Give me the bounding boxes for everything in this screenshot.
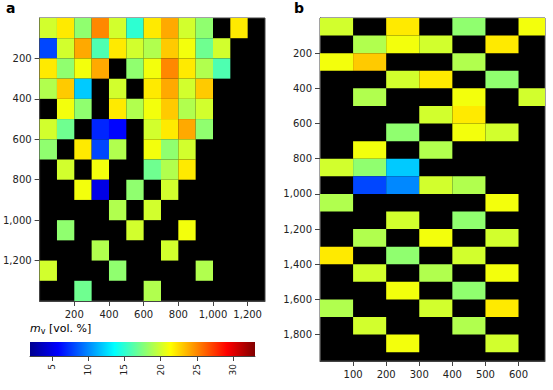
svg-text:600: 600 bbox=[13, 134, 32, 145]
svg-text:b: b bbox=[294, 0, 304, 16]
svg-text:400: 400 bbox=[99, 309, 118, 320]
svg-text:500: 500 bbox=[476, 369, 495, 380]
svg-text:200: 200 bbox=[13, 53, 32, 64]
svg-text:30: 30 bbox=[228, 364, 238, 376]
svg-text:1,200: 1,200 bbox=[283, 224, 312, 235]
svg-text:1,600: 1,600 bbox=[283, 294, 312, 305]
svg-text:a: a bbox=[6, 0, 15, 16]
svg-text:600: 600 bbox=[134, 309, 153, 320]
svg-text:1,200: 1,200 bbox=[3, 255, 32, 266]
svg-text:25: 25 bbox=[192, 364, 202, 375]
svg-text:[vol. %]: [vol. %] bbox=[45, 322, 91, 335]
svg-text:800: 800 bbox=[169, 309, 188, 320]
svg-text:15: 15 bbox=[119, 364, 129, 375]
svg-text:800: 800 bbox=[293, 153, 312, 164]
svg-text:400: 400 bbox=[443, 369, 462, 380]
svg-text:m: m bbox=[30, 322, 41, 335]
svg-text:600: 600 bbox=[509, 369, 528, 380]
svg-text:20: 20 bbox=[156, 364, 166, 376]
svg-text:200: 200 bbox=[293, 48, 312, 59]
svg-text:100: 100 bbox=[344, 369, 363, 380]
svg-text:400: 400 bbox=[13, 93, 32, 104]
svg-text:400: 400 bbox=[293, 83, 312, 94]
svg-text:300: 300 bbox=[410, 369, 429, 380]
svg-text:1,000: 1,000 bbox=[3, 215, 32, 226]
svg-text:1,800: 1,800 bbox=[283, 329, 312, 340]
svg-text:1,000: 1,000 bbox=[283, 188, 312, 199]
svg-text:10: 10 bbox=[83, 364, 93, 376]
svg-text:v: v bbox=[40, 326, 46, 336]
svg-text:1,200: 1,200 bbox=[233, 309, 262, 320]
svg-text:5: 5 bbox=[47, 364, 57, 370]
svg-text:1,000: 1,000 bbox=[199, 309, 228, 320]
svg-text:600: 600 bbox=[293, 118, 312, 129]
svg-text:800: 800 bbox=[13, 174, 32, 185]
svg-text:1,400: 1,400 bbox=[283, 259, 312, 270]
svg-text:200: 200 bbox=[65, 309, 84, 320]
svg-text:200: 200 bbox=[377, 369, 396, 380]
